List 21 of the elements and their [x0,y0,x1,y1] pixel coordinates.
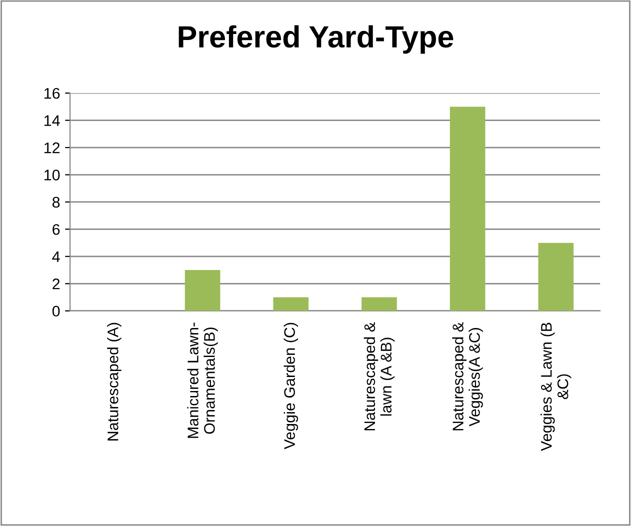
bar [273,297,309,311]
y-tick-label: 0 [52,306,60,317]
y-tick-label: 4 [52,251,60,262]
x-tick-label: Veggies & Lawn (B &C) [540,322,572,451]
bar [184,270,220,311]
y-tick-label: 8 [52,196,60,208]
x-tick-label: Veggie Garden (C) [284,322,298,450]
y-tick-label: 2 [52,278,60,290]
y-tick-label: 12 [44,142,60,154]
y-tick-label: 16 [44,88,60,99]
y-tick-label: 14 [44,115,60,126]
x-tick-label: Naturescaped & lawn (A &B) [364,322,395,430]
x-tick-label: Naturescaped & Veggies(A &C) [452,322,483,430]
bar [362,297,397,311]
bar [450,106,486,311]
x-tick-label: Manicured Lawn- Ornamentals(B) [187,322,218,438]
y-tick-label: 6 [52,224,60,235]
x-tick-label: Naturescaped (A) [107,322,122,440]
bar [538,242,574,311]
y-tick-label: 10 [44,170,60,180]
chart-title: Prefered Yard-Type [178,25,454,54]
